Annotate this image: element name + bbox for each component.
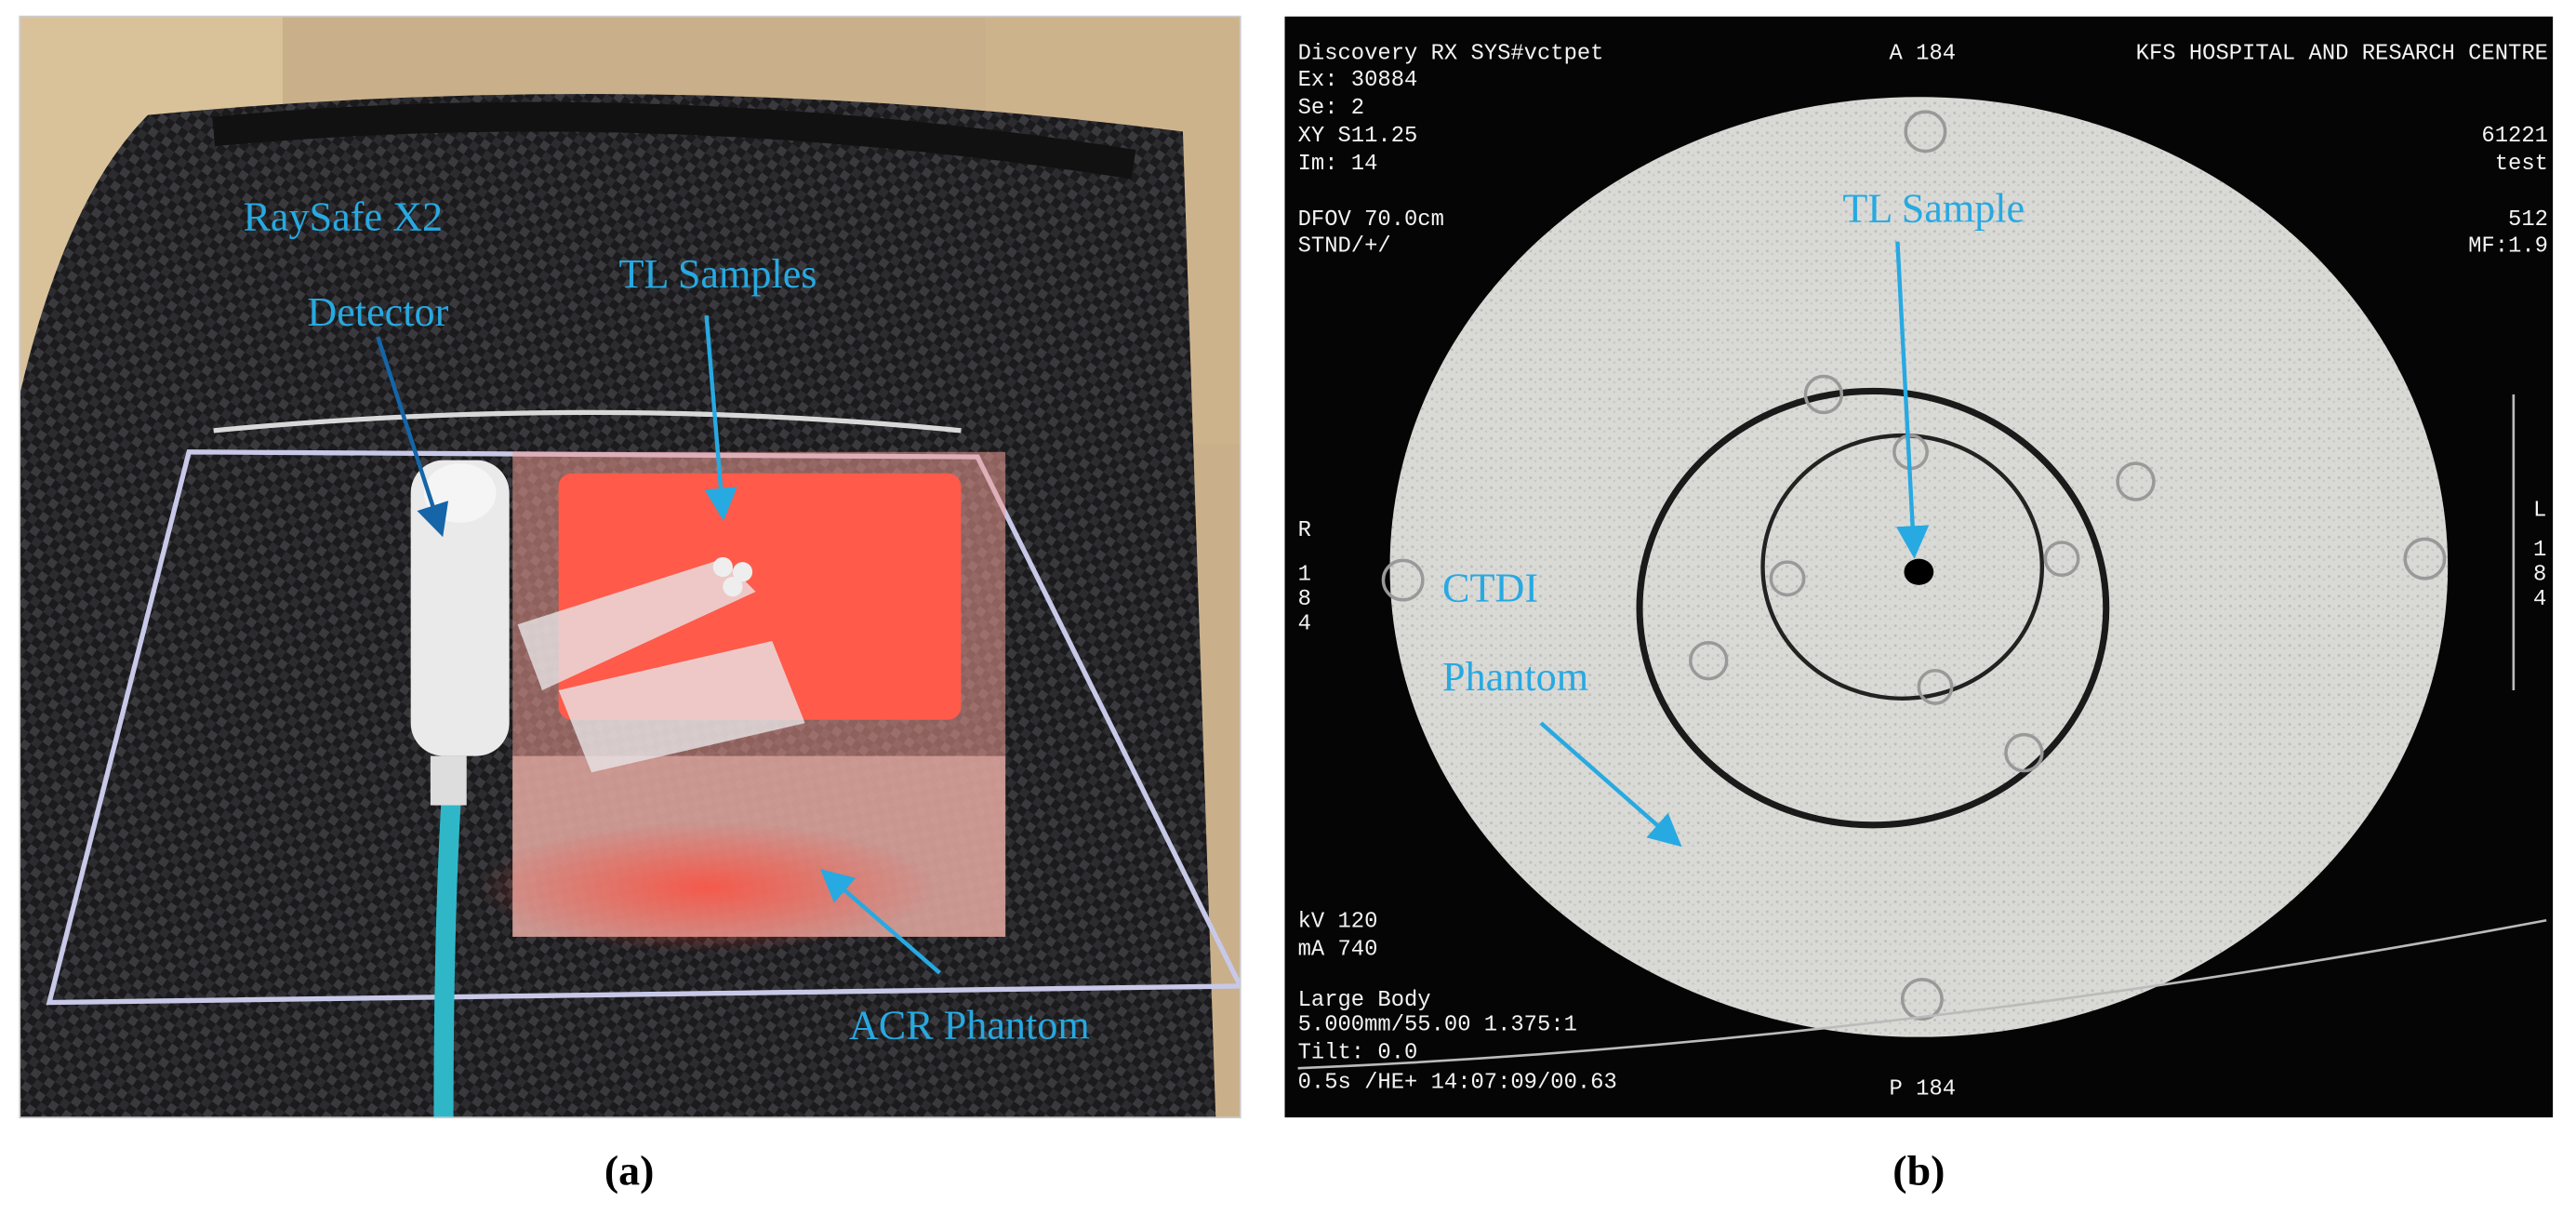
screen-text: A 184 xyxy=(1890,42,1957,67)
annotation: CTDI xyxy=(1442,566,1538,611)
screen-text: MF:1.9 xyxy=(2468,234,2548,259)
screen-text: 8 xyxy=(2533,563,2546,588)
screen-text: P 184 xyxy=(1890,1077,1957,1102)
screen-text: KFS HOSPITAL AND RESARCH CENTRE xyxy=(2136,42,2548,67)
screen-text: mA 740 xyxy=(1298,937,1378,962)
photo-a-border xyxy=(19,15,1242,1119)
photo-b xyxy=(1284,16,2554,1118)
screen-text: Se: 2 xyxy=(1298,96,1364,121)
screen-text: 61221 xyxy=(2481,124,2548,149)
screen-text: 8 xyxy=(1298,587,1311,612)
annotation: TL Samples xyxy=(619,251,817,297)
screen-text: STND/+/ xyxy=(1298,234,1391,259)
screen-text: 1 xyxy=(2533,538,2546,563)
annotation: Detector xyxy=(307,289,448,335)
caption: (b) xyxy=(1892,1147,1945,1195)
caption: (a) xyxy=(604,1147,655,1195)
screen-text: 1 xyxy=(1298,563,1311,588)
arrow xyxy=(376,336,449,538)
arrow xyxy=(819,869,941,975)
screen-text: Ex: 30884 xyxy=(1298,68,1418,93)
photo-a xyxy=(20,16,1241,1118)
screen-text: DFOV 70.0cm xyxy=(1298,207,1444,233)
screen-text: 4 xyxy=(2533,587,2546,612)
screen-text: kV 120 xyxy=(1298,909,1378,934)
screen-text: 0.5s /HE+ 14:07:09/00.63 xyxy=(1298,1070,1617,1095)
screen-text: L xyxy=(2533,499,2546,524)
screen-text: 512 xyxy=(2508,207,2548,233)
annotation: TL Sample xyxy=(1842,185,2025,231)
screen-text: 4 xyxy=(1298,612,1311,637)
arrow xyxy=(1539,721,1682,848)
screen-text: Discovery RX SYS#vctpet xyxy=(1298,42,1604,67)
screen-text: test xyxy=(2495,152,2548,177)
screen-text: Large Body xyxy=(1298,988,1431,1013)
arrow xyxy=(704,314,737,521)
annotation: ACR Phantom xyxy=(849,1002,1090,1048)
arrow xyxy=(1895,241,1930,559)
screen-text: 5.000mm/55.00 1.375:1 xyxy=(1298,1013,1577,1038)
annotation: RaySafe X2 xyxy=(243,194,443,239)
screen-text: Im: 14 xyxy=(1298,152,1378,177)
screen-text: R xyxy=(1298,518,1311,543)
screen-text: XY S11.25 xyxy=(1298,124,1418,149)
screen-text: Tilt: 0.0 xyxy=(1298,1041,1418,1066)
annotation: Phantom xyxy=(1442,654,1588,700)
